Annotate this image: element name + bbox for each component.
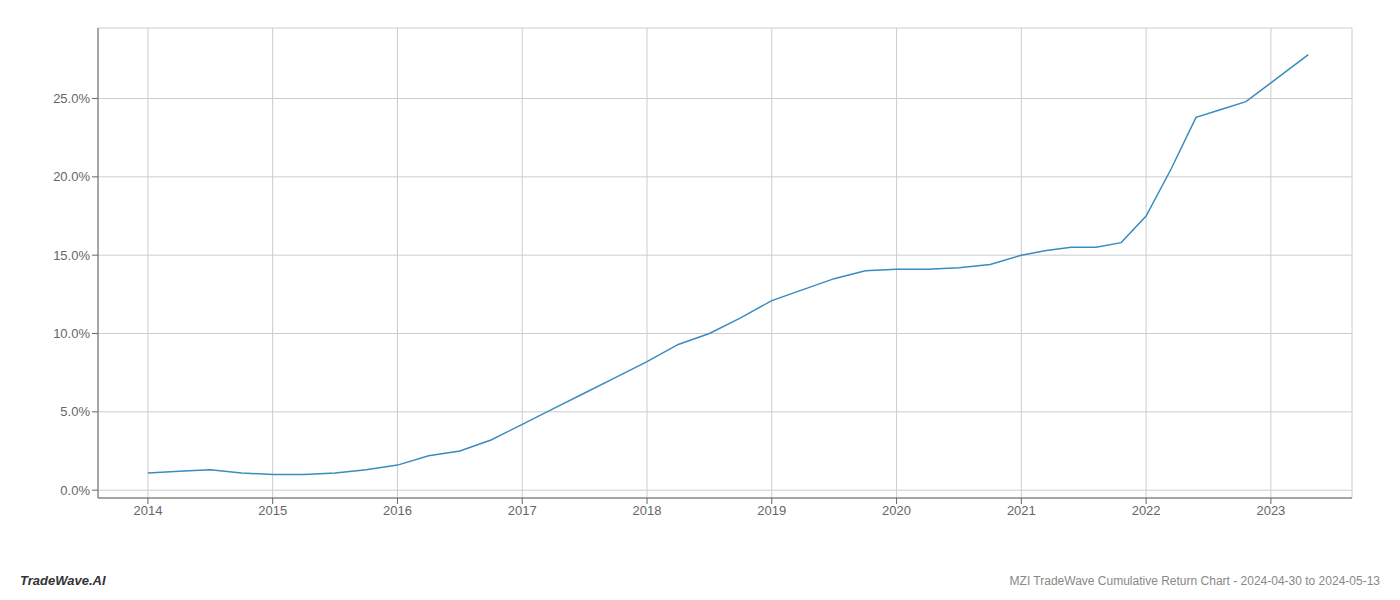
svg-text:2017: 2017 <box>508 503 537 518</box>
svg-text:2014: 2014 <box>133 503 162 518</box>
svg-text:2016: 2016 <box>383 503 412 518</box>
svg-text:2020: 2020 <box>882 503 911 518</box>
html-text:MZI TradeWave Cumulative Retur: MZI TradeWave Cumulative Return Chart - … <box>1009 574 1380 588</box>
svg-text:2023: 2023 <box>1256 503 1285 518</box>
svg-text:2021: 2021 <box>1007 503 1036 518</box>
svg-text:10.0%: 10.0% <box>53 326 90 341</box>
svg-text:20.0%: 20.0% <box>53 169 90 184</box>
svg-text:15.0%: 15.0% <box>53 248 90 263</box>
svg-text:2018: 2018 <box>633 503 662 518</box>
html-text:TradeWave.AI: TradeWave.AI <box>20 573 106 588</box>
svg-text:2019: 2019 <box>757 503 786 518</box>
svg-text:5.0%: 5.0% <box>60 404 90 419</box>
svg-text:25.0%: 25.0% <box>53 91 90 106</box>
svg-text:0.0%: 0.0% <box>60 483 90 498</box>
svg-text:2022: 2022 <box>1132 503 1161 518</box>
svg-text:2015: 2015 <box>258 503 287 518</box>
